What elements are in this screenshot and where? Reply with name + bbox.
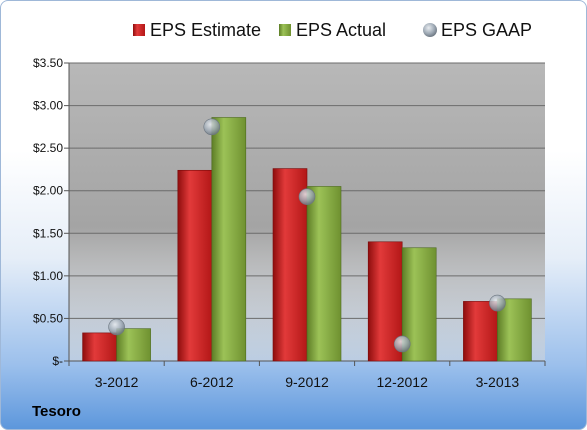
bar-eps-actual bbox=[116, 328, 151, 362]
x-category-label: 3-2013 bbox=[476, 374, 520, 390]
y-tick-label: $1.00 bbox=[33, 269, 63, 283]
legend-eps-estimate-label: EPS Estimate bbox=[150, 20, 261, 40]
company-name: Tesoro bbox=[32, 403, 81, 420]
legend-eps-estimate-swatch bbox=[133, 24, 145, 36]
point-eps-gaap bbox=[393, 335, 411, 353]
point-eps-gaap bbox=[108, 318, 125, 336]
legend-eps-actual-swatch bbox=[279, 24, 291, 36]
y-tick-label: $1.50 bbox=[33, 226, 63, 240]
x-category-label: 12-2012 bbox=[377, 374, 429, 390]
y-tick-label: $2.00 bbox=[33, 184, 63, 198]
bar-eps-estimate bbox=[82, 332, 117, 362]
point-eps-gaap bbox=[489, 294, 506, 312]
point-eps-gaap bbox=[203, 118, 221, 136]
y-tick-label: $3.50 bbox=[33, 56, 63, 70]
bar-eps-estimate bbox=[463, 301, 498, 362]
bar-eps-estimate bbox=[177, 169, 213, 362]
bar-eps-actual bbox=[497, 298, 532, 362]
y-tick-label: $- bbox=[52, 354, 63, 368]
x-category-label: 9-2012 bbox=[285, 374, 329, 390]
bar-eps-actual bbox=[306, 186, 342, 362]
y-tick-label: $3.00 bbox=[33, 99, 63, 113]
x-category-label: 3-2012 bbox=[95, 374, 139, 390]
x-category-label: 6-2012 bbox=[190, 374, 234, 390]
y-tick-label: $0.50 bbox=[33, 311, 63, 325]
bar-eps-actual bbox=[211, 117, 247, 362]
point-eps-gaap bbox=[298, 188, 316, 205]
legend-eps-gaap-label: EPS GAAP bbox=[441, 20, 532, 40]
legend-eps-actual-label: EPS Actual bbox=[296, 20, 386, 40]
y-tick-label: $2.50 bbox=[33, 141, 63, 155]
legend-eps-gaap-swatch bbox=[423, 23, 437, 37]
